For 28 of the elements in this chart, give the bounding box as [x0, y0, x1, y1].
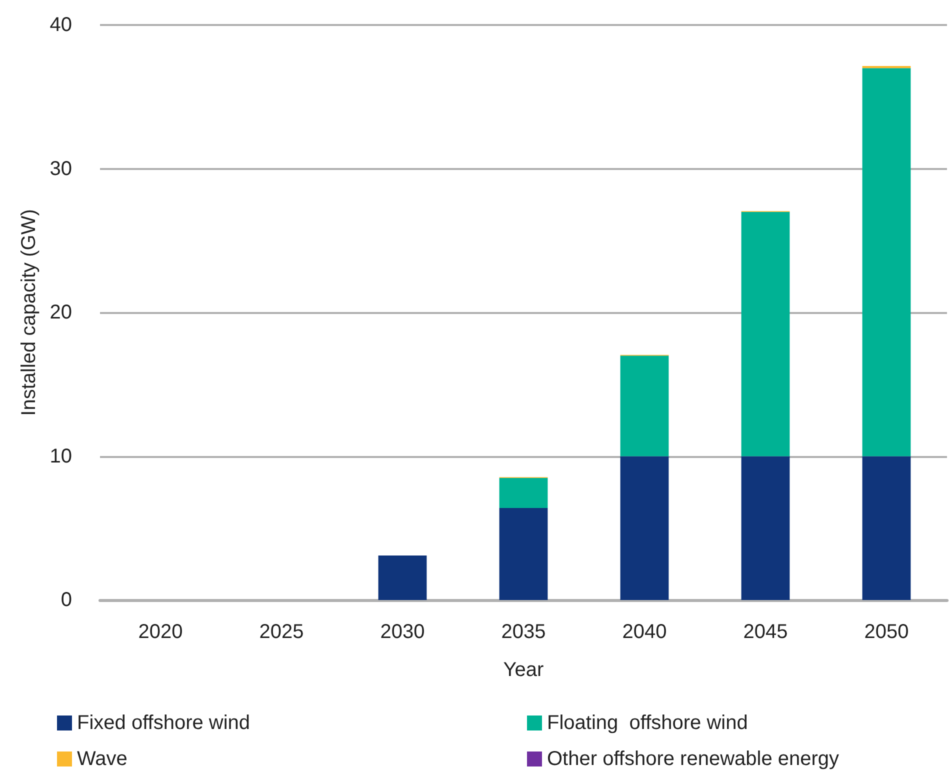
bar — [378, 555, 427, 600]
bar — [620, 356, 669, 456]
legend-label: Fixed offshore wind — [77, 712, 250, 734]
y-tick-label: 30 — [50, 158, 72, 180]
legend-label: Other offshore renewable energy — [547, 748, 840, 770]
legend-label: Wave — [77, 748, 128, 770]
y-tick-label: 40 — [50, 14, 72, 36]
y-tick-label: 10 — [50, 445, 72, 468]
x-axis-title: Year — [503, 659, 544, 681]
bar — [862, 456, 911, 600]
x-tick-label: 2040 — [622, 621, 667, 643]
legend-label: Floating offshore wind — [547, 712, 748, 734]
bar — [741, 456, 790, 600]
bar — [741, 212, 790, 456]
x-tick-label: 2025 — [259, 621, 304, 643]
x-tick-label: 2030 — [380, 621, 425, 643]
x-tick-label: 2035 — [501, 621, 546, 643]
bar — [862, 66, 911, 68]
bar — [862, 68, 911, 456]
x-tick-label: 2045 — [743, 621, 788, 643]
x-tick-label: 2020 — [138, 621, 183, 643]
x-tick-label: 2050 — [864, 621, 909, 643]
bar — [620, 456, 669, 600]
y-tick-label: 20 — [50, 302, 72, 324]
y-tick-label: 0 — [60, 589, 72, 611]
y-axis-title: Installed capacity (GW) — [18, 209, 40, 416]
bar — [499, 508, 548, 600]
bar — [499, 478, 548, 508]
